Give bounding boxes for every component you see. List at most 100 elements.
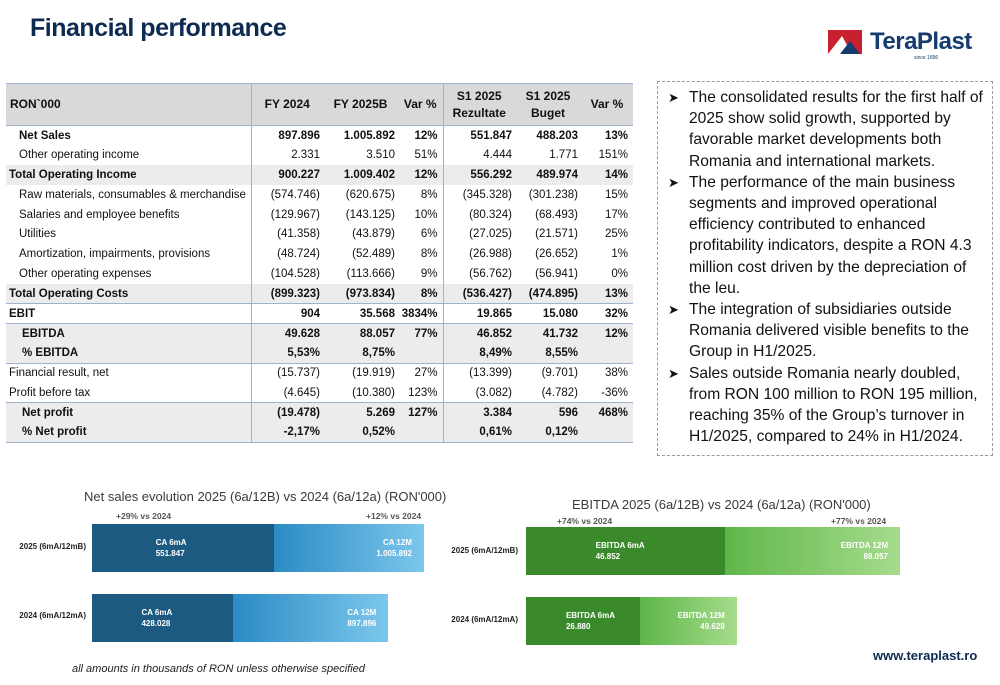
table-cell: 46.852 (442, 323, 515, 344)
table-cell (581, 343, 633, 364)
row-label: Utilities (19, 228, 57, 241)
table-cell: 596 (515, 402, 581, 423)
table-cell: (345.328) (442, 184, 515, 205)
table-cell: (56.941) (535, 267, 578, 280)
table-cell: 0,61% (442, 422, 515, 443)
ebitda-bar-6m-0: EBITDA 6mA 46.852 (526, 527, 725, 575)
ebitda-bar-label: EBITDA 6mA (565, 611, 615, 620)
table-cell: 5.269 (323, 402, 398, 423)
table-cell: (4.782) (515, 382, 581, 404)
row-label: % Net profit (6, 422, 251, 443)
ebitda-chart-title: EBITDA 2025 (6a/12B) vs 2024 (6a/12a) (R… (572, 497, 871, 512)
note-item: ➤ Sales outside Romania nearly doubled, f… (668, 364, 978, 446)
table-cell: 3.510 (366, 149, 395, 162)
table-cell: (10.380) (323, 382, 398, 404)
table-cell: (620.675) (345, 188, 395, 201)
ebitda-bar-value: 49.628 (700, 622, 725, 631)
row-label: Net Sales (19, 129, 71, 142)
table-cell: (536.427) (442, 283, 515, 304)
table-cell: 900.227 (250, 165, 323, 185)
table-cell: 8% (420, 248, 438, 261)
table-cell: (574.746) (250, 184, 323, 205)
table-cell: (113.666) (346, 267, 395, 280)
table-cell: (899.323) (250, 283, 323, 304)
net-sales-bar-label: CA 12M (347, 608, 377, 617)
table-cell: (15.737) (250, 362, 323, 383)
table-row: Net profit (19.478) 5.269 127% 3.384 596 468% (6, 402, 633, 423)
table-cell: 27% (398, 362, 443, 383)
table-cell: 3834% (398, 303, 443, 324)
table-row: Financial result, net (15.737) (19.919) 27%… (6, 362, 633, 383)
table-cell: 19.865 (442, 303, 515, 324)
table-cell: 8,55% (515, 343, 581, 364)
table-cell: 12% (398, 165, 443, 185)
table-row: % Net profit -2,17% 0,52% 0,61% 0,12% (6, 422, 633, 443)
table-row: Other operating income 2.331 3.510 51% 4.444… (6, 145, 633, 166)
ebitda-category-2024: 2024 (6mA/12mA) (451, 615, 518, 624)
table-cell: (474.895) (515, 283, 581, 304)
table-cell: (3.082) (442, 382, 515, 404)
note-item: ➤ The integration of subsidiaries outside… (668, 301, 969, 361)
header-fy2025b: FY 2025B (323, 83, 398, 126)
ebitda-category-2025: 2025 (6mA/12mB) (451, 546, 518, 555)
table-row: Amortization, impairments, provisions (48… (6, 244, 633, 265)
table-cell: (43.879) (352, 228, 395, 241)
net-sales-bar-6m-1: CA 6mA 428.028 (92, 594, 234, 642)
teraplast-logo-icon (828, 30, 862, 54)
net-sales-annotation-6m: +29% vs 2024 (116, 511, 172, 521)
table-cell: (143.125) (345, 208, 395, 221)
table-cell: (80.324) (442, 204, 515, 225)
table-cell: (13.399) (442, 362, 515, 383)
ebitda-bar-value: 46.852 (595, 552, 621, 561)
net-sales-annotation-12m: +12% vs 2024 (366, 511, 422, 521)
row-label: % EBITDA (6, 343, 251, 364)
table-header-row: RON`000 FY 2024 FY 2025B Var % S1 2025 Re… (6, 83, 633, 126)
net-sales-bar-value: 897.896 (347, 619, 377, 628)
logo-since: since 1896 (914, 55, 939, 61)
net-sales-chart-title: Net sales evolution 2025 (6a/12B) vs 202… (84, 489, 447, 504)
table-cell: 9% (420, 267, 438, 280)
arrow-bullet-icon: ➤ (668, 174, 679, 190)
table-cell (398, 343, 443, 364)
table-cell: 151% (598, 149, 628, 162)
table-cell: 0,52% (323, 422, 398, 443)
row-label: Salaries and employee benefits (19, 208, 180, 221)
net-sales-category-2024: 2024 (6mA/12mA) (19, 611, 86, 620)
table-row: EBIT 904 35.568 3834% 19.865 15.080 32% (6, 303, 633, 324)
net-sales-bar-value: 1.005.892 (376, 549, 412, 558)
table-row: Utilities (41.358) (43.879) 6% (27.025) (21.5… (6, 224, 633, 245)
website-link[interactable]: www.teraplast.ro (873, 648, 978, 663)
table-cell: 77% (398, 323, 443, 344)
table-cell: 51% (414, 149, 438, 162)
table-cell: 1% (611, 248, 628, 261)
table-cell: 0,12% (515, 422, 581, 443)
net-sales-category-2025: 2025 (6mA/12mB) (19, 542, 86, 551)
header-var2: Var % (581, 83, 633, 126)
table-cell: (52.489) (352, 248, 395, 261)
table-cell: 6% (420, 228, 438, 241)
row-label: EBIT (6, 303, 251, 324)
logo-wordmark: TeraPlast (870, 28, 972, 55)
ebitda-bar-label: EBITDA 12M (840, 541, 888, 550)
row-label: Total Operating Costs (6, 283, 251, 304)
table-cell: (26.988) (442, 244, 515, 265)
table-cell: 15.080 (515, 303, 581, 324)
net-sales-bar-12m-1: CA 12M 897.896 (233, 594, 389, 642)
table-cell: 1.005.892 (343, 129, 395, 142)
financial-table: RON`000 FY 2024 FY 2025B Var % S1 2025 Re… (6, 83, 633, 443)
header-ron: RON`000 (6, 83, 251, 126)
table-cell: 897.896 (250, 125, 323, 146)
net-sales-bar-label: CA 12M (382, 538, 412, 547)
table-cell (581, 422, 633, 443)
row-label: Amortization, impairments, provisions (19, 248, 211, 261)
table-cell: (27.025) (442, 224, 515, 245)
table-cell: 8,75% (323, 343, 398, 364)
ebitda-bar-12m-0: EBITDA 12M 88.057 (724, 527, 900, 575)
table-row: Other operating expenses (104.528) (113.66… (6, 264, 633, 284)
table-cell: (19.919) (323, 362, 398, 383)
table-cell: (4.645) (250, 382, 323, 404)
table-row: EBITDA 49.628 88.057 77% 46.852 41.732 12% (6, 323, 633, 344)
ebitda-annotation-6m: +74% vs 2024 (557, 516, 613, 526)
note-item: ➤ The consolidated results for the first … (668, 89, 983, 170)
table-cell: (26.652) (535, 248, 578, 261)
